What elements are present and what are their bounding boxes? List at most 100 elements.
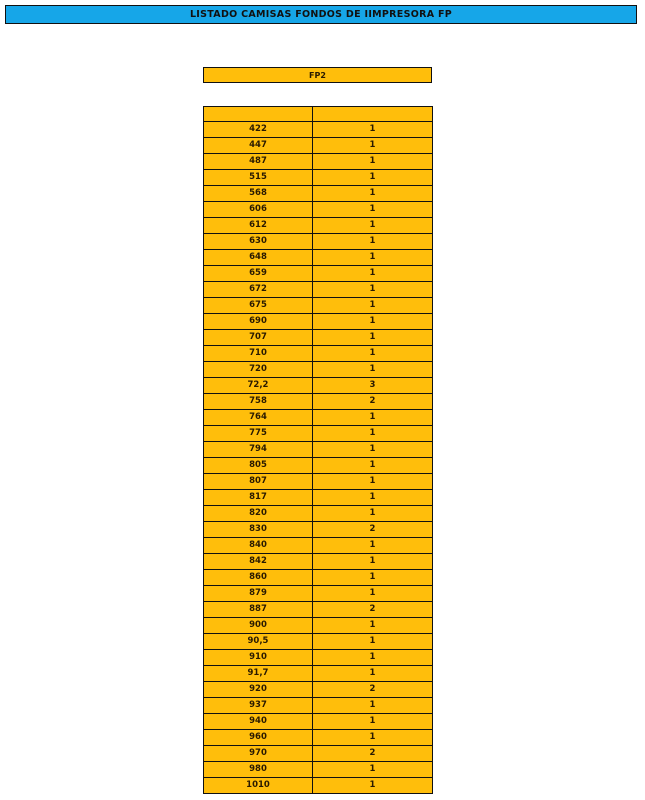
table-row: 707 1: [203, 329, 433, 346]
cell-code: 937: [203, 697, 313, 714]
cell-qty: 2: [312, 393, 433, 410]
cell-qty: 1: [312, 201, 433, 218]
table-row: 487 1: [203, 153, 433, 170]
section-header-label: FP2: [309, 70, 326, 80]
cell-code: 900: [203, 617, 313, 634]
camisas-table: 422 1 447 1 487 1 515 1 568 1 606 1 612 1 630 1 648 1 659 1…: [203, 106, 433, 794]
cell-qty: 1: [312, 217, 433, 234]
table-row: 817 1: [203, 489, 433, 506]
table-row: 515 1: [203, 169, 433, 186]
cell-code: 707: [203, 329, 313, 346]
cell-code: 910: [203, 649, 313, 666]
cell-qty: 2: [312, 681, 433, 698]
cell-qty: 1: [312, 313, 433, 330]
table-header-cell-qty: [312, 106, 433, 122]
cell-qty: 1: [312, 249, 433, 266]
cell-code: 648: [203, 249, 313, 266]
cell-qty: 1: [312, 569, 433, 586]
cell-qty: 1: [312, 297, 433, 314]
table-row: 879 1: [203, 585, 433, 602]
cell-code: 690: [203, 313, 313, 330]
table-row: 842 1: [203, 553, 433, 570]
cell-code: 659: [203, 265, 313, 282]
cell-qty: 1: [312, 169, 433, 186]
table-row: 805 1: [203, 457, 433, 474]
cell-qty: 1: [312, 457, 433, 474]
cell-qty: 1: [312, 409, 433, 426]
table-row: 900 1: [203, 617, 433, 634]
table-row: 860 1: [203, 569, 433, 586]
table-body: 422 1 447 1 487 1 515 1 568 1 606 1 612 1 630 1 648 1 659 1…: [203, 106, 433, 794]
cell-code: 487: [203, 153, 313, 170]
cell-code: 960: [203, 729, 313, 746]
cell-code: 817: [203, 489, 313, 506]
cell-qty: 1: [312, 121, 433, 138]
cell-code: 775: [203, 425, 313, 442]
table-row: 820 1: [203, 505, 433, 522]
table-header-cell-code: [203, 106, 313, 122]
table-row: 940 1: [203, 713, 433, 730]
table-row: 775 1: [203, 425, 433, 442]
table-row: 672 1: [203, 281, 433, 298]
cell-code: 842: [203, 553, 313, 570]
table-row: 764 1: [203, 409, 433, 426]
table-row: 910 1: [203, 649, 433, 666]
cell-qty: 1: [312, 537, 433, 554]
cell-qty: 1: [312, 441, 433, 458]
cell-qty: 1: [312, 473, 433, 490]
cell-qty: 1: [312, 553, 433, 570]
cell-qty: 2: [312, 601, 433, 618]
table-row: 960 1: [203, 729, 433, 746]
cell-qty: 1: [312, 265, 433, 282]
cell-qty: 1: [312, 281, 433, 298]
cell-code: 758: [203, 393, 313, 410]
cell-qty: 2: [312, 521, 433, 538]
table-row: 447 1: [203, 137, 433, 154]
table-row: 648 1: [203, 249, 433, 266]
cell-code: 72,2: [203, 377, 313, 394]
table-row: 422 1: [203, 121, 433, 138]
cell-qty: 1: [312, 665, 433, 682]
cell-qty: 1: [312, 137, 433, 154]
cell-qty: 1: [312, 185, 433, 202]
cell-code: 860: [203, 569, 313, 586]
cell-code: 805: [203, 457, 313, 474]
page-title: LISTADO CAMISAS FONDOS DE IIMPRESORA FP: [189, 9, 453, 20]
cell-code: 568: [203, 185, 313, 202]
cell-qty: 1: [312, 729, 433, 746]
cell-code: 887: [203, 601, 313, 618]
table-row: 1010 1: [203, 777, 433, 794]
cell-qty: 1: [312, 505, 433, 522]
table-row: 887 2: [203, 601, 433, 618]
page-title-banner: LISTADO CAMISAS FONDOS DE IIMPRESORA FP: [5, 5, 637, 24]
cell-code: 980: [203, 761, 313, 778]
cell-code: 630: [203, 233, 313, 250]
cell-code: 515: [203, 169, 313, 186]
section-header-fp2: FP2: [203, 67, 432, 83]
cell-code: 422: [203, 121, 313, 138]
cell-code: 807: [203, 473, 313, 490]
cell-qty: 1: [312, 361, 433, 378]
cell-code: 830: [203, 521, 313, 538]
cell-qty: 1: [312, 425, 433, 442]
table-row: 980 1: [203, 761, 433, 778]
cell-qty: 1: [312, 697, 433, 714]
cell-code: 672: [203, 281, 313, 298]
table-row: 710 1: [203, 345, 433, 362]
table-row: 920 2: [203, 681, 433, 698]
table-row: 659 1: [203, 265, 433, 282]
cell-code: 710: [203, 345, 313, 362]
cell-qty: 3: [312, 377, 433, 394]
cell-code: 1010: [203, 777, 313, 794]
table-row: 840 1: [203, 537, 433, 554]
table-header-row: [203, 106, 433, 122]
cell-code: 970: [203, 745, 313, 762]
cell-code: 940: [203, 713, 313, 730]
cell-code: 675: [203, 297, 313, 314]
cell-code: 879: [203, 585, 313, 602]
cell-qty: 1: [312, 761, 433, 778]
cell-qty: 1: [312, 153, 433, 170]
cell-qty: 1: [312, 633, 433, 650]
cell-qty: 1: [312, 233, 433, 250]
